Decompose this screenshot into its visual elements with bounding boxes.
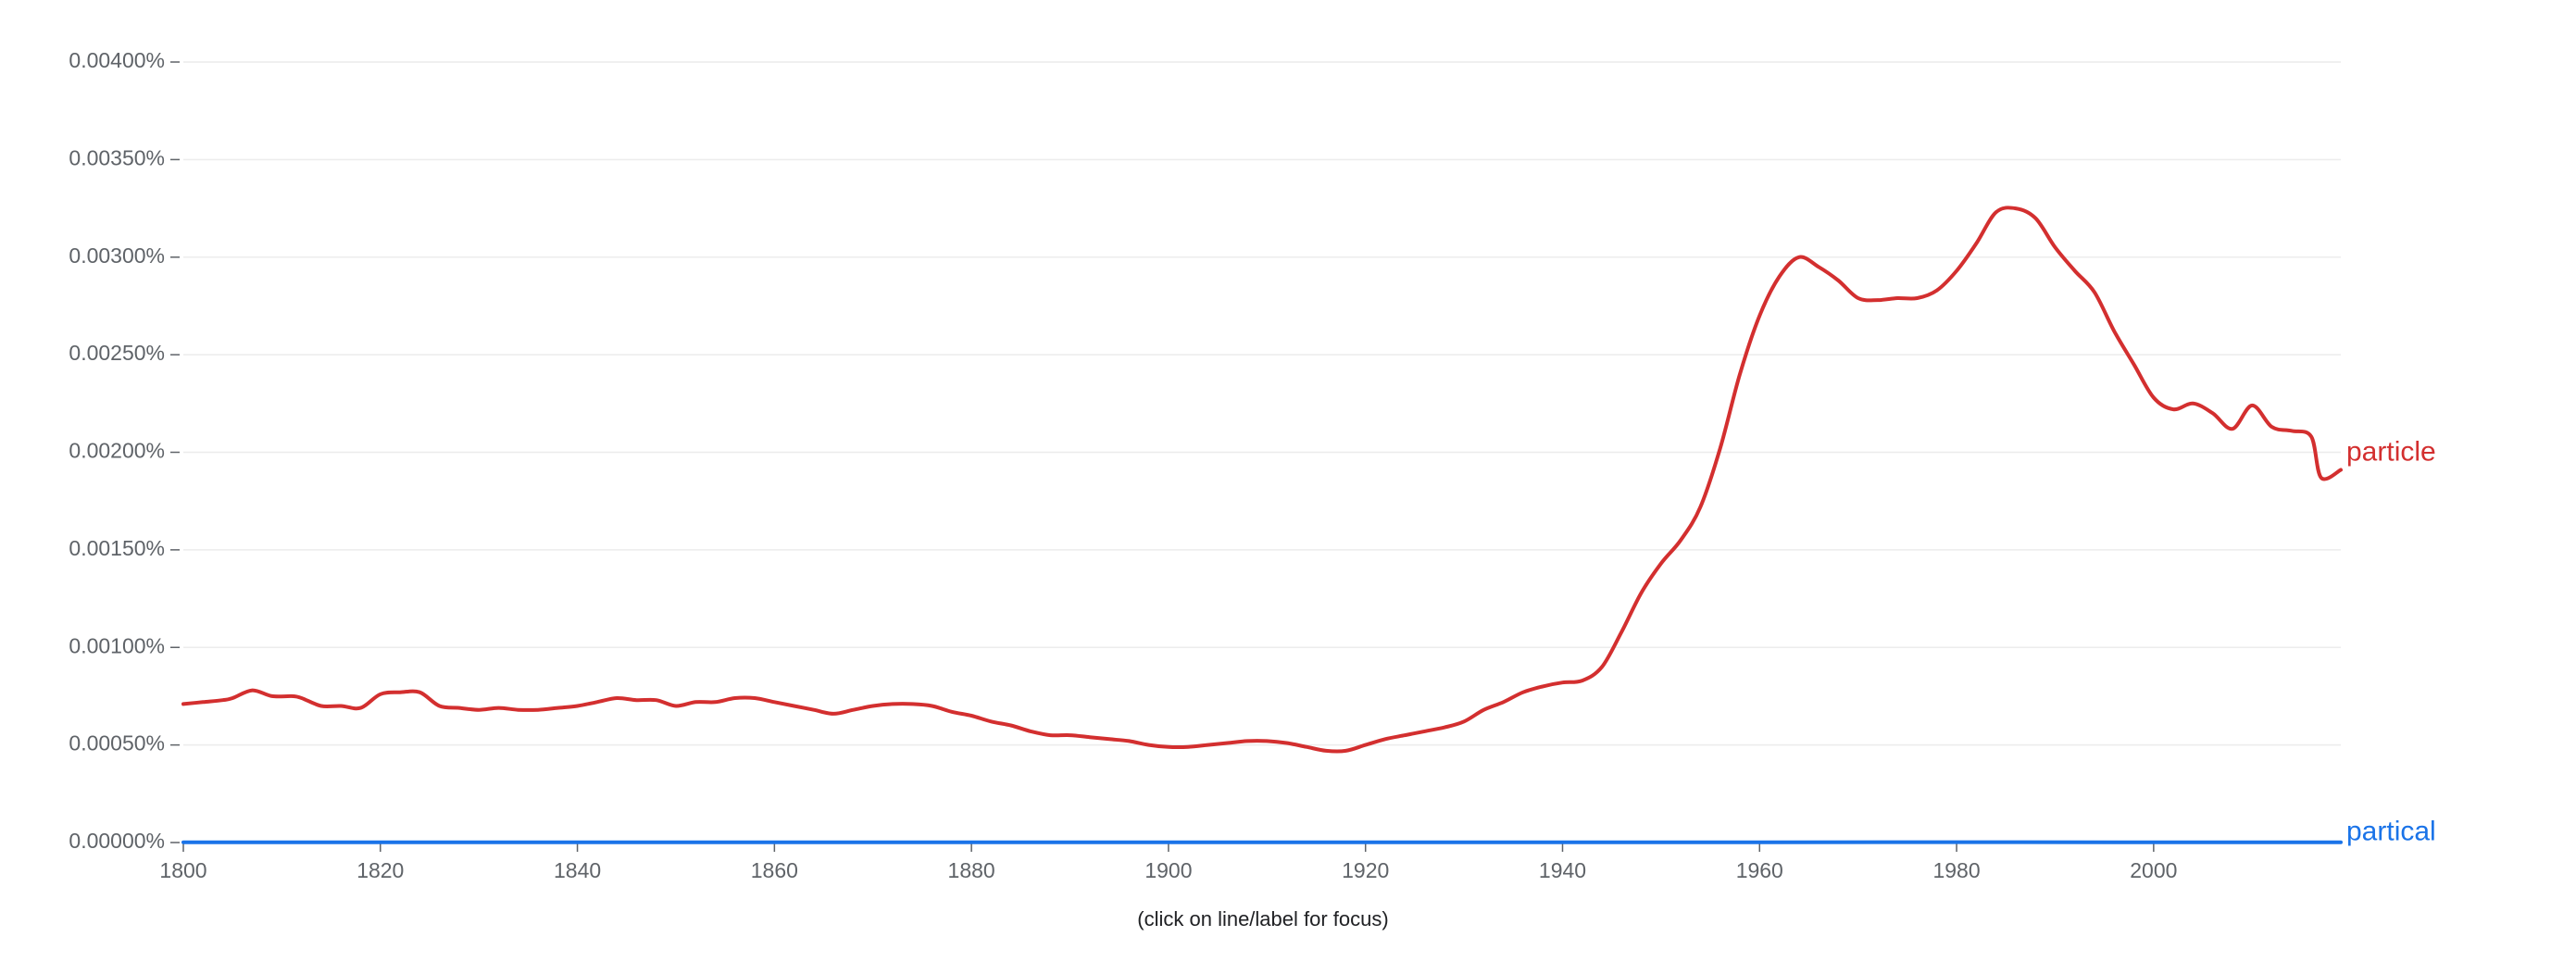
y-tick-label: 0.00400% xyxy=(69,48,165,72)
grid-lines xyxy=(183,61,2341,746)
x-axis: 1800 1820 1840 1860 1880 1900 1920 1940 1960 1980… xyxy=(159,843,2177,882)
x-tick-label: 1800 xyxy=(159,858,206,882)
series-label-particle[interactable]: particle xyxy=(2346,436,2436,467)
y-tick-label: 0.00050% xyxy=(69,731,165,755)
series-line-particle[interactable] xyxy=(181,206,2343,754)
y-tick-label: 0.00350% xyxy=(69,145,165,169)
y-tick-label: 0.00000% xyxy=(69,829,165,853)
x-tick-label: 1940 xyxy=(1539,858,1586,882)
y-tick-label: 0.00150% xyxy=(69,536,165,560)
x-tick-label: 1880 xyxy=(948,858,995,882)
y-tick-label: 0.00100% xyxy=(69,633,165,657)
x-tick-label: 1900 xyxy=(1144,858,1192,882)
y-tick-label: 0.00300% xyxy=(69,244,165,268)
x-tick-label: 1840 xyxy=(554,858,601,882)
focus-caption: (click on line/label for focus) xyxy=(1137,907,1388,930)
x-tick-label: 2000 xyxy=(2130,858,2177,882)
x-tick-label: 1980 xyxy=(1932,858,1980,882)
y-axis: 0.00000% 0.00050% 0.00100% 0.00150% 0.00200%… xyxy=(69,48,180,853)
y-tick-label: 0.00200% xyxy=(69,439,165,463)
series-label-partical[interactable]: partical xyxy=(2346,817,2436,847)
x-tick-label: 1920 xyxy=(1342,858,1389,882)
y-tick-label: 0.00250% xyxy=(69,341,165,365)
x-tick-label: 1960 xyxy=(1736,858,1783,882)
x-tick-label: 1860 xyxy=(751,858,798,882)
series-labels[interactable]: particle partical xyxy=(2346,436,2436,846)
series-lines[interactable] xyxy=(181,206,2343,844)
x-tick-label: 1820 xyxy=(356,858,404,882)
